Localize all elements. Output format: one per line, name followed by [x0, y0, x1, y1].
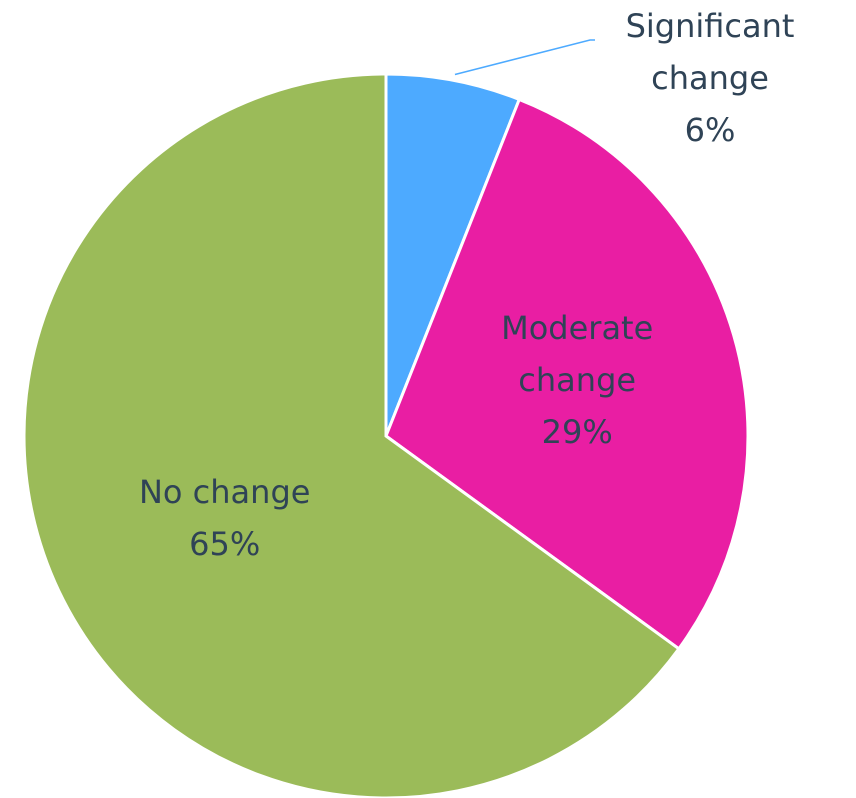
leader-line [455, 40, 595, 75]
category-label: Significant change [595, 0, 825, 104]
value-label: 6% [595, 104, 825, 156]
category-label: No change [110, 466, 340, 518]
category-label: Moderate change [462, 302, 692, 406]
chart: Significant change6% Moderate change29% No… [0, 0, 856, 798]
value-label: 65% [110, 518, 340, 570]
value-label: 29% [462, 406, 692, 458]
